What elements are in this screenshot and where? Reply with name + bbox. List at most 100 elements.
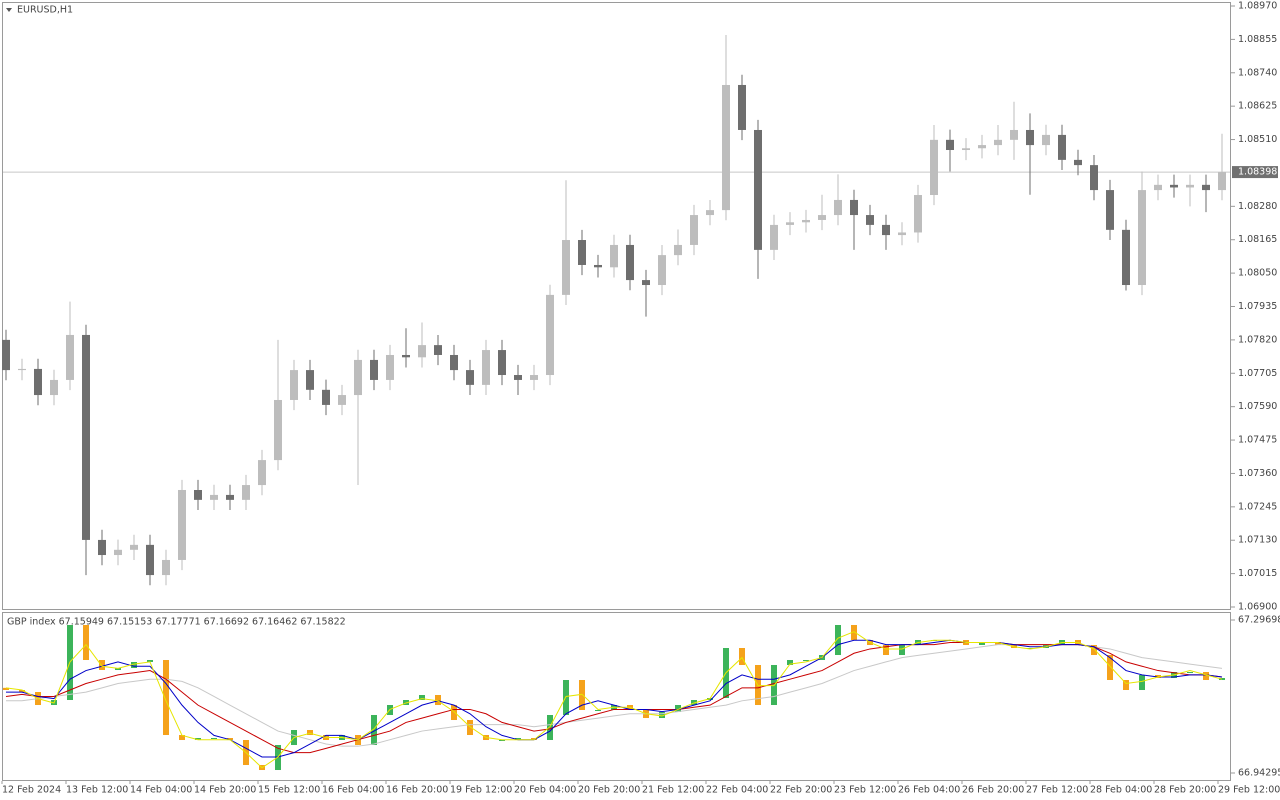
- candle-body: [786, 222, 794, 225]
- indicator-line: [6, 639, 1223, 758]
- candle-body: [419, 695, 425, 701]
- candle-body: [979, 642, 985, 646]
- candle-body: [98, 539, 106, 556]
- candle-body: [146, 544, 154, 576]
- y-tick-label: 1.07590: [1238, 401, 1277, 412]
- candle-body: [547, 715, 553, 741]
- candle-body: [610, 244, 618, 268]
- candle-body: [482, 350, 490, 385]
- x-tick-label: 28 Feb 04:00: [1090, 785, 1152, 796]
- candle-body: [402, 354, 410, 358]
- y-tick-label: 1.07015: [1238, 568, 1277, 579]
- main-title: EURUSD,H1: [17, 5, 73, 16]
- candle-body: [499, 740, 505, 742]
- candle-body: [386, 354, 394, 380]
- candle-body: [802, 219, 810, 223]
- candle-body: [930, 139, 938, 196]
- y-tick-label: 1.07360: [1238, 468, 1277, 479]
- x-tick-label: 22 Feb 04:00: [706, 785, 768, 796]
- current-price-box: [1232, 166, 1278, 179]
- candle-body: [1155, 675, 1161, 679]
- candle-body: [435, 695, 441, 706]
- candle-body: [274, 399, 282, 461]
- candle-body: [659, 712, 665, 719]
- y-tick-label: 1.08165: [1238, 234, 1277, 245]
- candle-body: [211, 738, 217, 740]
- candle-body: [1186, 184, 1194, 188]
- x-tick-label: 23 Feb 12:00: [834, 785, 896, 796]
- x-tick-label: 15 Feb 12:00: [258, 785, 320, 796]
- candle-body: [195, 738, 201, 741]
- candle-body: [82, 334, 90, 540]
- candle-body: [1202, 184, 1210, 191]
- x-tick-label: 19 Feb 12:00: [450, 785, 512, 796]
- candle-body: [226, 494, 234, 500]
- candle-body: [467, 720, 473, 736]
- candle-body: [883, 645, 889, 656]
- y-tick-label: 66.94295: [1238, 768, 1280, 779]
- candle-body: [83, 625, 89, 661]
- candle-body: [338, 395, 346, 405]
- candle-body: [210, 494, 218, 500]
- candle-body: [962, 148, 970, 151]
- candle-body: [307, 730, 313, 736]
- x-tick-label: 26 Feb 20:00: [962, 785, 1024, 796]
- candle-body: [451, 705, 457, 721]
- x-tick-label: 26 Feb 04:00: [898, 785, 960, 796]
- candle-body: [434, 345, 442, 355]
- x-tick-label: 20 Feb 20:00: [578, 785, 640, 796]
- candle-body: [818, 215, 826, 220]
- y-tick-label: 1.08280: [1238, 201, 1277, 212]
- candle-body: [114, 549, 122, 556]
- candle-body: [882, 224, 890, 236]
- x-tick-label: 27 Feb 12:00: [1026, 785, 1088, 796]
- candle-body: [803, 660, 809, 662]
- x-tick-label: 20 Feb 04:00: [514, 785, 576, 796]
- candle-body: [354, 359, 362, 396]
- candle-body: [594, 264, 602, 268]
- candle-body: [3, 687, 9, 691]
- indicator-title: GBP index 67.15949 67.15153 67.17771 67.…: [7, 617, 346, 628]
- candle-body: [722, 84, 730, 211]
- candle-body: [914, 195, 922, 233]
- candle-body: [131, 662, 137, 669]
- candle-body: [1091, 645, 1097, 656]
- y-tick-label: 1.08625: [1238, 101, 1277, 112]
- candle-body: [194, 489, 202, 500]
- candle-body: [179, 735, 185, 741]
- candle-body: [130, 544, 138, 550]
- candle-body: [530, 375, 538, 380]
- x-tick-label: 22 Feb 20:00: [770, 785, 832, 796]
- y-tick-label: 1.08740: [1238, 67, 1277, 78]
- indicator-line: [5, 631, 1223, 769]
- candle-body: [1106, 190, 1114, 230]
- x-tick-label: 21 Feb 12:00: [642, 785, 704, 796]
- indicator-pane: [2, 612, 1231, 781]
- candle-body: [99, 660, 105, 671]
- candle-body: [834, 199, 842, 216]
- candle-body: [770, 224, 778, 250]
- candle-body: [19, 690, 25, 693]
- candle-body: [18, 368, 26, 371]
- candle-body: [370, 359, 378, 380]
- candle-body: [531, 738, 537, 741]
- candle-body: [658, 255, 666, 286]
- candle-body: [1042, 134, 1050, 146]
- pane-menu-arrow[interactable]: [6, 8, 12, 12]
- x-tick-label: 28 Feb 20:00: [1154, 785, 1216, 796]
- candle-body: [50, 379, 58, 396]
- candle-body: [227, 738, 233, 741]
- candle-body: [899, 645, 905, 656]
- candle-body: [258, 460, 266, 486]
- candle-body: [1058, 134, 1066, 160]
- candle-body: [642, 280, 650, 286]
- candle-body: [675, 705, 681, 713]
- candle-body: [163, 660, 169, 736]
- candle-body: [994, 139, 1002, 146]
- y-tick-label: 1.07130: [1238, 535, 1277, 546]
- candle-body: [162, 559, 170, 576]
- candle-body: [1138, 190, 1146, 286]
- y-tick-label: 1.06900: [1238, 602, 1277, 613]
